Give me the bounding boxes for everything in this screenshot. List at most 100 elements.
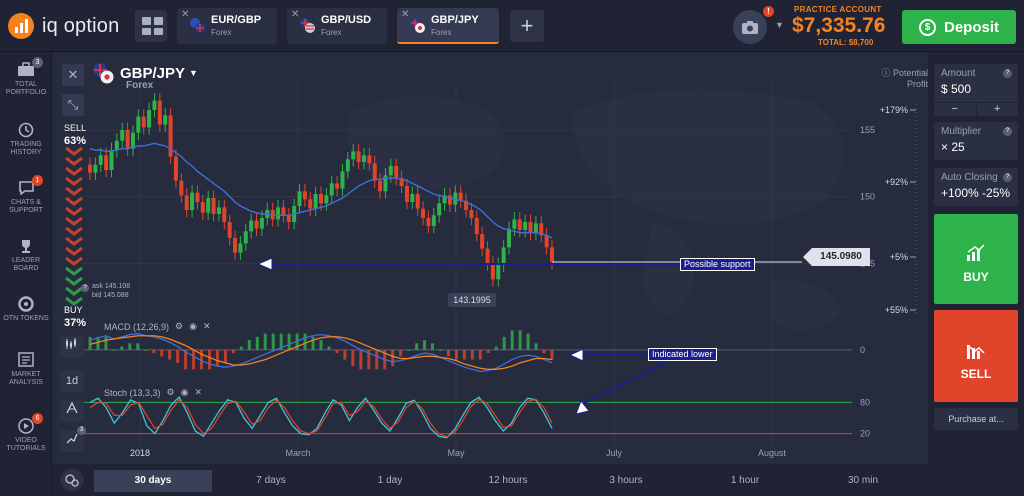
world-map-background [346, 89, 845, 330]
sentiment-chevron [65, 176, 83, 186]
sidebar-item-video[interactable]: 6 VIDEO TUTORIALS [0, 413, 52, 453]
close-icon[interactable]: ✕ [194, 387, 203, 397]
eye-icon[interactable]: ◉ [180, 387, 189, 397]
timeframe-bar: 30 days 7 days 1 day 12 hours 3 hours 1 … [52, 464, 928, 496]
auto-closing-field[interactable]: Auto Closing ? +100% -25% [934, 168, 1018, 206]
macd-histogram-bar [367, 349, 371, 370]
candle [238, 243, 243, 253]
timeframe-12-hours[interactable]: 12 hours [488, 475, 528, 486]
sidebar-item-otn[interactable]: OTN TOKENS [0, 296, 52, 323]
settings-icon[interactable]: ⚙ [166, 387, 175, 397]
macd-histogram-bar [247, 340, 251, 350]
drawing-icon [66, 433, 78, 444]
account-balance[interactable]: $7,335.76 [792, 14, 886, 37]
account-chevron-down-icon[interactable]: ▼ [873, 21, 882, 31]
sentiment-chevron [65, 296, 83, 306]
macd-histogram-bar [287, 333, 291, 350]
settings-icon[interactable]: ⚙ [175, 321, 184, 331]
candle [125, 130, 130, 149]
buy-button[interactable]: BUY [934, 214, 1018, 304]
sidebar-item-portfolio[interactable]: 3 TOTAL PORTFOLIO [0, 57, 52, 97]
add-asset-button[interactable]: + [510, 10, 544, 42]
sell-sentiment-value: 63% [64, 135, 87, 147]
camera-badge: ! [763, 6, 774, 17]
trade-panel: Amount ? $ 500 − + Multiplier ? × 25 Aut… [928, 52, 1024, 496]
portfolio-badge: 3 [32, 57, 43, 68]
candle [152, 100, 157, 110]
close-tab-icon[interactable]: ✕ [181, 9, 190, 20]
deposit-button[interactable]: $ Deposit [902, 10, 1016, 44]
candle [550, 247, 554, 262]
candle [88, 164, 92, 173]
sidebar-item-market-analysis[interactable]: MARKET ANALYSIS [0, 352, 52, 387]
timeframe-3-hours[interactable]: 3 hours [609, 475, 643, 486]
asset-tab-eurgbp[interactable]: ✕ EUR/GBP Forex [177, 8, 277, 44]
macd-histogram-bar [152, 349, 156, 354]
amount-decrease-button[interactable]: − [951, 103, 958, 115]
sidebar-item-chats[interactable]: 1 CHATS & SUPPORT [0, 175, 52, 215]
candle [163, 115, 168, 125]
timeframe-button[interactable]: 1d [60, 370, 84, 392]
timeframe-1-day[interactable]: 1 day [377, 475, 403, 486]
camera-chevron-down-icon[interactable]: ▼ [775, 20, 784, 30]
x-tick-label: August [758, 448, 787, 458]
macd-indicator-label[interactable]: MACD (12,26,9) ⚙ ◉ ✕ [104, 321, 211, 332]
chart-type-button[interactable] [60, 336, 84, 358]
logo[interactable]: iq option [8, 12, 119, 40]
amount-increase-button[interactable]: + [975, 103, 1019, 116]
top-bar: iq option ✕ EUR/GBP Forex ✕ GBP/USD Fore… [0, 0, 1024, 52]
sidebar-item-leaderboard[interactable]: LEADER BOARD [0, 238, 52, 273]
stoch-indicator-label[interactable]: Stoch (13,3,3) ⚙ ◉ ✕ [104, 387, 202, 398]
help-icon[interactable]: ? [1003, 69, 1012, 78]
chart-settings-icon[interactable] [60, 469, 84, 491]
candle [367, 155, 372, 164]
help-icon[interactable]: ? [1003, 173, 1012, 182]
eye-icon[interactable]: ◉ [189, 321, 197, 331]
buy-sentiment: BUY 37% [64, 304, 86, 330]
asset-tab-gbpjpy[interactable]: ✕ GBP/JPY Forex [397, 8, 499, 44]
chart-area[interactable]: 155150145+179%+92%+5%+55%2018MarchMayJul… [52, 52, 928, 464]
timeframe-1-hour[interactable]: 1 hour [730, 475, 760, 486]
help-icon[interactable]: ⓘ [881, 68, 893, 78]
candle [496, 264, 501, 280]
close-icon[interactable]: ✕ [202, 321, 211, 331]
timeframe-30-days[interactable]: 30 days [94, 470, 212, 492]
sell-sentiment: SELL 63% [64, 122, 86, 148]
asset-grid-button[interactable] [135, 10, 167, 42]
asset-tab-type: Forex [211, 28, 232, 37]
help-icon[interactable]: ? [1003, 127, 1012, 136]
candle [372, 163, 377, 181]
chart-asset-selector[interactable]: GBP/JPY ▼ [92, 62, 198, 84]
account-type-label[interactable]: PRACTICE ACCOUNT [794, 5, 882, 14]
drawing-tools-button[interactable]: 3 [60, 426, 86, 452]
sidebar-item-label: OTN TOKENS [3, 315, 49, 322]
sidebar-item-history[interactable]: TRADING HISTORY [0, 122, 52, 157]
sell-button[interactable]: SELL [934, 310, 1018, 402]
macd-histogram-bar [454, 349, 458, 360]
help-icon[interactable]: ? [81, 284, 89, 292]
purchase-at-button[interactable]: Purchase at... [934, 408, 1018, 430]
amount-value[interactable]: $ 500 [941, 82, 972, 96]
multiplier-field[interactable]: Multiplier ? × 25 [934, 122, 1018, 160]
close-tab-icon[interactable]: ✕ [401, 9, 410, 20]
macd-histogram-bar [415, 343, 419, 350]
candle [276, 207, 281, 220]
candle [464, 200, 469, 210]
macd-histogram-bar [526, 333, 530, 350]
amount-field[interactable]: Amount ? $ 500 − + [934, 64, 1018, 116]
macd-histogram-bar [215, 349, 219, 367]
close-chart-icon[interactable]: ✕ [62, 64, 84, 86]
camera-icon[interactable] [733, 10, 767, 44]
indicators-button[interactable] [60, 400, 84, 422]
asset-tab-gbpusd[interactable]: ✕ GBP/USD Forex [287, 8, 387, 44]
price-chart[interactable]: 155150145+179%+92%+5%+55%2018MarchMayJul… [52, 52, 928, 464]
amount-stepper: − + [934, 102, 1018, 116]
timeframe-7-days[interactable]: 7 days [256, 475, 286, 486]
close-tab-icon[interactable]: ✕ [291, 9, 300, 20]
chat-icon: 1 [17, 175, 43, 196]
candle [442, 195, 447, 204]
potential-profit-label: ⓘ Potential Profit [872, 68, 928, 90]
sentiment-chevron [65, 196, 83, 206]
shrink-icon[interactable]: ⤡ [62, 94, 84, 116]
timeframe-30-min[interactable]: 30 min [847, 475, 878, 486]
